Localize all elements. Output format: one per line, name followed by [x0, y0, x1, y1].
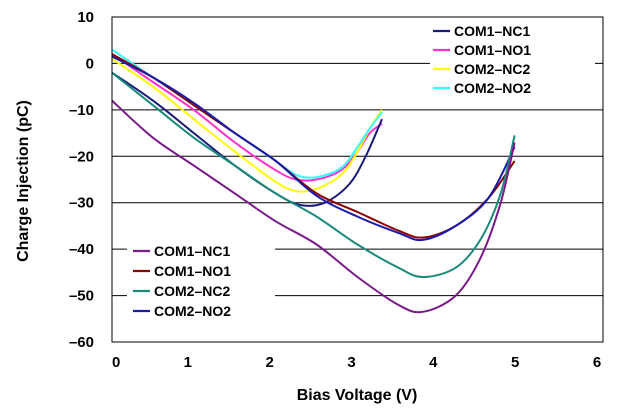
legend-label: COM1–NC1: [454, 23, 530, 39]
legend-bottom-left: COM1–NC1 COM1–NO1 COM2–NC2 COM2–NO2: [127, 240, 275, 328]
series-line: [111, 71, 516, 278]
y-tick-label: –10: [69, 102, 94, 119]
legend-label: COM2–NC2: [154, 283, 230, 299]
x-tick-label: 5: [511, 354, 519, 371]
series-line: [111, 55, 516, 242]
y-tick-label: –20: [69, 148, 94, 165]
series-line: [111, 57, 383, 193]
legend-background: [127, 240, 275, 328]
y-tick-label: 10: [77, 9, 94, 26]
x-axis-title: Bias Voltage (V): [297, 387, 418, 404]
legend-label: COM1–NO1: [154, 263, 231, 279]
series-line: [111, 71, 383, 207]
legend-label: COM1–NO1: [454, 42, 531, 58]
legend-label: COM1–NC1: [154, 243, 230, 259]
x-tick-label: 6: [593, 354, 601, 371]
legend-label: COM2–NO2: [154, 303, 231, 319]
series-line: [111, 48, 383, 179]
x-tick-label: 1: [184, 354, 192, 371]
series-lines: [111, 48, 516, 314]
y-tick-label: –40: [69, 241, 94, 258]
y-tick-label: –30: [69, 195, 94, 212]
y-tick-label: 0: [86, 55, 94, 72]
x-tick-label: 0: [112, 354, 120, 371]
legend-label: COM2–NC2: [454, 61, 530, 77]
y-tick-label: –60: [69, 334, 94, 351]
legend-label: COM2–NO2: [454, 80, 531, 96]
x-axis-ticks: 0 1 2 3 4 5 6: [112, 354, 601, 371]
x-tick-label: 3: [347, 354, 355, 371]
x-tick-label: 2: [265, 354, 273, 371]
legend-top-right: COM1–NC1 COM1–NO1 COM2–NC2 COM2–NO2: [430, 22, 595, 102]
y-tick-label: –50: [69, 288, 94, 305]
series-line: [111, 99, 516, 314]
x-tick-label: 4: [429, 354, 438, 371]
plot-frame: [111, 16, 604, 343]
y-axis-ticks: 10 0 –10 –20 –30 –40 –50 –60: [69, 9, 94, 351]
legend-background: [430, 22, 595, 102]
y-axis-title: Charge Injection (pC): [15, 100, 32, 262]
